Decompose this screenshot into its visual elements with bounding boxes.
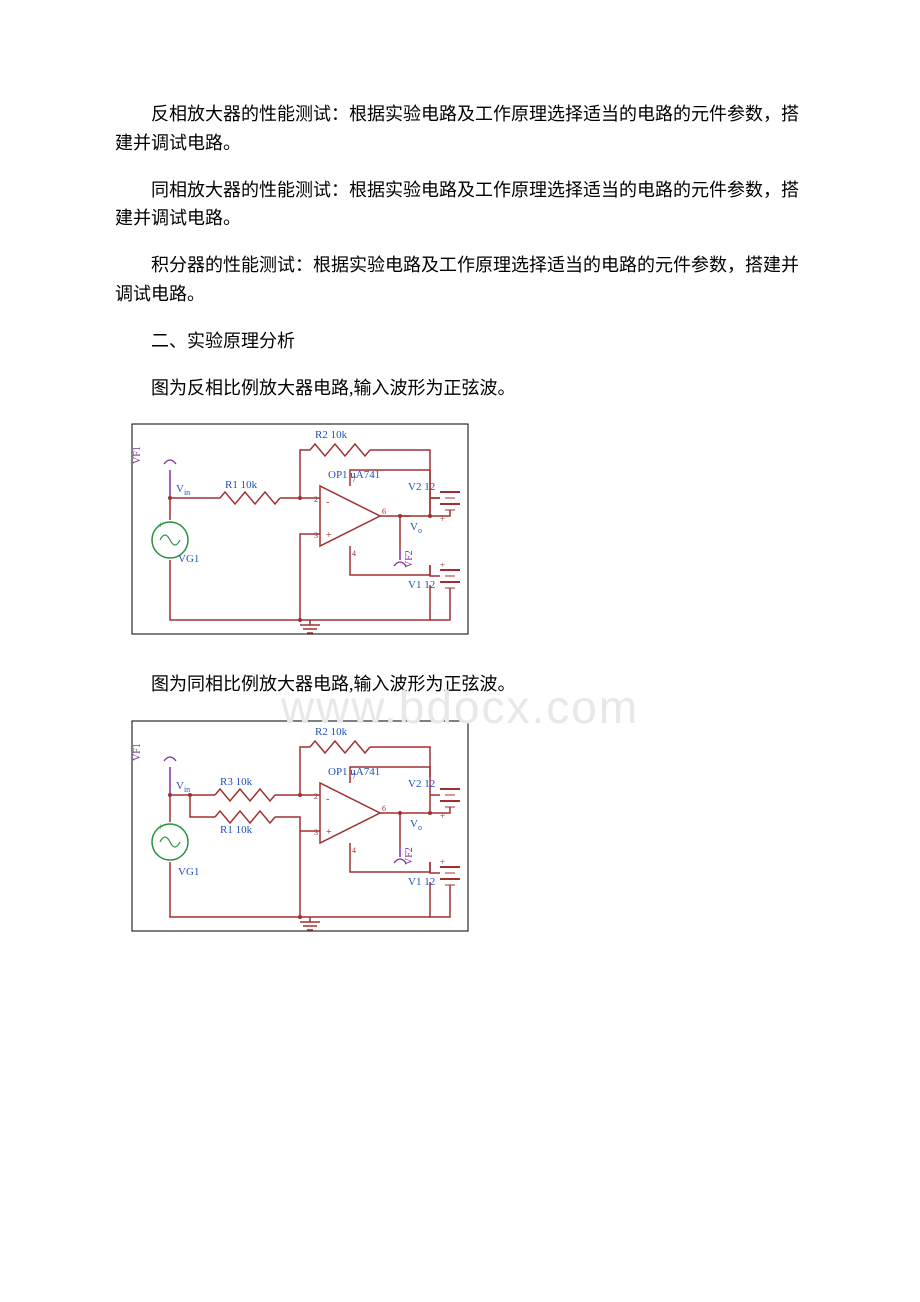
svg-text:VF1: VF1: [132, 743, 143, 761]
svg-text:V2 12: V2 12: [408, 481, 435, 493]
circuit-diagram-inverting: - + 2 3 6 7 4 + + +: [130, 420, 805, 640]
paragraph-2: 同相放大器的性能测试：根据实验电路及工作原理选择适当的电路的元件参数，搭建并调试…: [115, 176, 805, 234]
svg-text:+: +: [440, 560, 445, 570]
svg-text:+: +: [440, 857, 445, 867]
svg-text:2: 2: [314, 792, 318, 801]
svg-text:R2 10k: R2 10k: [315, 429, 348, 441]
svg-text:V2 12: V2 12: [408, 778, 435, 790]
svg-text:4: 4: [352, 846, 356, 855]
svg-text:Vo: Vo: [410, 521, 422, 535]
svg-text:+: +: [326, 530, 332, 541]
svg-text:+: +: [158, 822, 163, 832]
svg-text:2: 2: [314, 495, 318, 504]
circuit-diagram-noninverting: - + 2 3 6 7 4 + + +: [130, 717, 805, 937]
svg-text:4: 4: [352, 549, 356, 558]
svg-text:Vin: Vin: [176, 780, 190, 794]
svg-text:R1 10k: R1 10k: [225, 479, 258, 491]
paragraph-1: 反相放大器的性能测试：根据实验电路及工作原理选择适当的电路的元件参数，搭建并调试…: [115, 100, 805, 158]
svg-text:V1 12: V1 12: [408, 579, 435, 591]
svg-text:-: -: [326, 497, 329, 508]
svg-text:R1 10k: R1 10k: [220, 824, 253, 836]
svg-text:Vin: Vin: [176, 483, 190, 497]
svg-text:Vo: Vo: [410, 818, 422, 832]
svg-text:6: 6: [382, 804, 386, 813]
paragraph-5: 图为反相比例放大器电路,输入波形为正弦波。: [115, 374, 805, 403]
svg-text:+: +: [326, 827, 332, 838]
svg-text:-: -: [326, 794, 329, 805]
svg-text:R2 10k: R2 10k: [315, 726, 348, 738]
svg-text:OP1 uA741: OP1 uA741: [328, 766, 380, 778]
paragraph-3: 积分器的性能测试：根据实验电路及工作原理选择适当的电路的元件参数，搭建并调试电路…: [115, 251, 805, 309]
svg-text:VF1: VF1: [132, 447, 143, 465]
svg-text:VF2: VF2: [404, 847, 415, 865]
svg-text:VG1: VG1: [178, 553, 199, 565]
svg-text:VF2: VF2: [404, 551, 415, 569]
svg-text:3: 3: [314, 828, 318, 837]
svg-text:R3 10k: R3 10k: [220, 776, 253, 788]
svg-text:+: +: [158, 520, 163, 530]
svg-text:3: 3: [314, 531, 318, 540]
svg-text:6: 6: [382, 507, 386, 516]
paragraph-6: 图为同相比例放大器电路,输入波形为正弦波。: [115, 670, 805, 699]
svg-text:V1 12: V1 12: [408, 876, 435, 888]
svg-text:VG1: VG1: [178, 866, 199, 878]
section-heading: 二、实验原理分析: [115, 327, 805, 356]
svg-text:OP1 uA741: OP1 uA741: [328, 469, 380, 481]
